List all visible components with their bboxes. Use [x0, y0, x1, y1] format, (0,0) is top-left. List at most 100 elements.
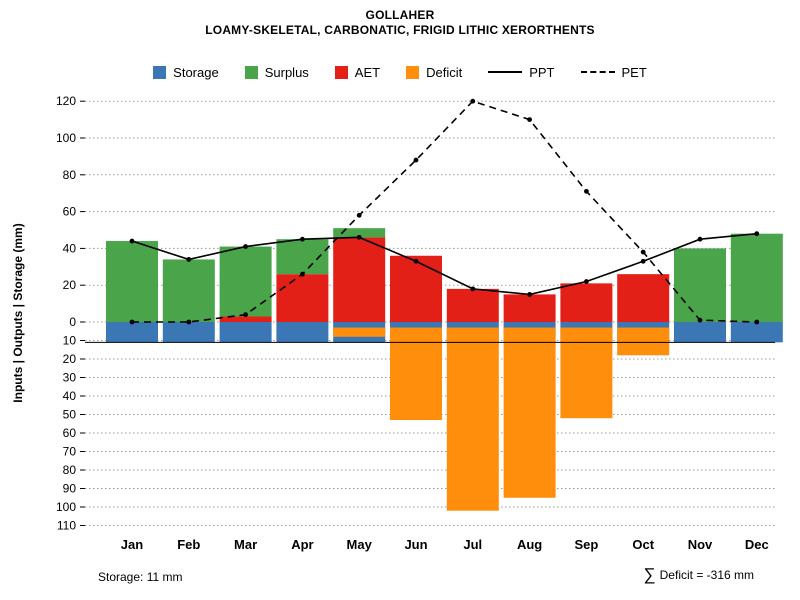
y-tick-label: 80	[63, 168, 77, 182]
storage-bar	[219, 322, 272, 343]
surplus-swatch-icon	[244, 65, 258, 79]
legend-item-surplus: Surplus	[244, 64, 309, 80]
aet-bar	[446, 288, 499, 322]
month-label: Jun	[404, 537, 427, 552]
legend-label: Surplus	[264, 64, 309, 80]
surplus-bar	[333, 228, 386, 238]
aet-bar	[390, 255, 442, 322]
y-tick-label: 120	[56, 94, 76, 108]
legend-item-aet: AET	[334, 64, 381, 80]
aet-bar	[219, 316, 272, 322]
legend-label: AET	[354, 64, 381, 80]
y-tick-label: 60	[63, 205, 77, 219]
y-tick-label: 60	[63, 426, 77, 440]
deficit-bar	[446, 327, 499, 511]
storage-bar	[162, 322, 215, 343]
y-tick-label: 0	[69, 315, 76, 329]
legend-label: Deficit	[426, 64, 463, 80]
pet-line	[132, 100, 757, 323]
pet-point-marker	[413, 157, 419, 163]
ppt-line-icon	[488, 71, 523, 73]
ppt-point-marker	[243, 244, 249, 249]
surplus-bar	[106, 241, 158, 322]
chart-legend: Storage Surplus AET Deficit PPT PET	[0, 62, 800, 82]
legend-item-storage: Storage	[153, 65, 219, 80]
deficit-bar	[617, 327, 670, 356]
pet-point-marker	[186, 319, 192, 325]
chart-canvas: 0 20 40 60 80 100 120 10 20 30 40 50 60 70 80 90 100 110 J…	[11, 94, 783, 552]
ppt-line	[131, 232, 757, 296]
y-tick-label: 50	[63, 408, 77, 422]
pet-point-marker	[584, 188, 589, 194]
pet-point-marker	[527, 117, 532, 122]
ppt-point-marker	[640, 258, 646, 264]
legend-label: Storage	[173, 64, 219, 80]
storage-swatch-icon	[153, 65, 167, 79]
legend-item-ppt: PPT	[488, 65, 555, 80]
aet-bar	[333, 237, 386, 322]
legend-item-pet: PET	[580, 64, 647, 80]
aet-bar	[503, 294, 556, 322]
pet-point-marker	[470, 98, 476, 104]
y-tick-label: 20	[63, 352, 77, 366]
chart-area: 0 20 40 60 80 100 120 10 20 30 40 50 60 70 80 90 100 110 J…	[0, 88, 800, 568]
chart-title: GOLLAHER	[365, 8, 435, 22]
y-tick-label: 100	[56, 131, 76, 145]
ppt-point-marker	[186, 257, 192, 262]
month-label: Mar	[234, 537, 257, 552]
y-tick-label: 40	[63, 389, 77, 403]
ppt-point-marker	[697, 236, 703, 242]
surplus-bar	[730, 233, 783, 322]
sigma-symbol: ∑	[643, 565, 656, 584]
surplus-bar	[276, 239, 329, 275]
month-label: Sep	[574, 537, 598, 552]
storage-bar	[730, 322, 783, 343]
y-tick-label: 90	[63, 482, 77, 496]
month-label: Feb	[177, 537, 200, 552]
pet-point-marker	[243, 312, 249, 318]
deficit-note-text: Deficit = -316 mm	[659, 567, 754, 582]
pet-point-marker	[640, 249, 646, 255]
storage-bar	[674, 322, 726, 343]
month-label: Apr	[291, 537, 313, 552]
bars-layer	[106, 228, 783, 511]
month-label: May	[347, 537, 373, 552]
deficit-note: ∑ Deficit = -316 mm	[644, 566, 754, 583]
pet-line-icon	[580, 71, 615, 73]
legend-item-deficit: Deficit	[406, 65, 462, 80]
pet-point-marker	[754, 319, 760, 325]
ppt-point-marker	[470, 286, 476, 292]
pet-point-marker	[129, 319, 135, 325]
ppt-point-marker	[300, 236, 305, 242]
chart-subtitle: LOAMY-SKELETAL, CARBONATIC, FRIGID LITHI…	[205, 23, 595, 37]
aet-bar	[617, 274, 670, 322]
surplus-bar	[162, 259, 215, 322]
ppt-point-marker	[584, 279, 589, 284]
aet-swatch-icon	[334, 65, 348, 79]
aet-bar	[560, 283, 613, 322]
ppt-point-marker	[527, 292, 532, 297]
storage-bar	[276, 322, 329, 343]
y-tick-label: 40	[63, 241, 77, 255]
month-label: Oct	[632, 537, 654, 552]
legend-label: PET	[621, 64, 647, 80]
y-tick-label: 20	[63, 278, 77, 292]
deficit-swatch-icon	[406, 65, 420, 79]
deficit-bar	[503, 327, 556, 498]
month-label: Jan	[121, 537, 143, 552]
y-tick-label: 110	[57, 519, 76, 533]
ppt-point-marker	[754, 231, 760, 237]
ppt-point-marker	[129, 238, 135, 244]
surplus-bar	[219, 246, 272, 317]
pet-point-marker	[356, 212, 362, 218]
deficit-bar	[333, 327, 386, 337]
y-tick-label: 70	[63, 445, 77, 459]
y-tick-label: 30	[63, 371, 77, 385]
ppt-point-marker	[356, 234, 362, 240]
month-label: Aug	[517, 537, 542, 552]
deficit-bar	[560, 327, 613, 419]
aet-bar	[276, 274, 329, 322]
storage-bar	[106, 322, 158, 343]
storage-note: Storage: 11 mm	[98, 570, 183, 584]
